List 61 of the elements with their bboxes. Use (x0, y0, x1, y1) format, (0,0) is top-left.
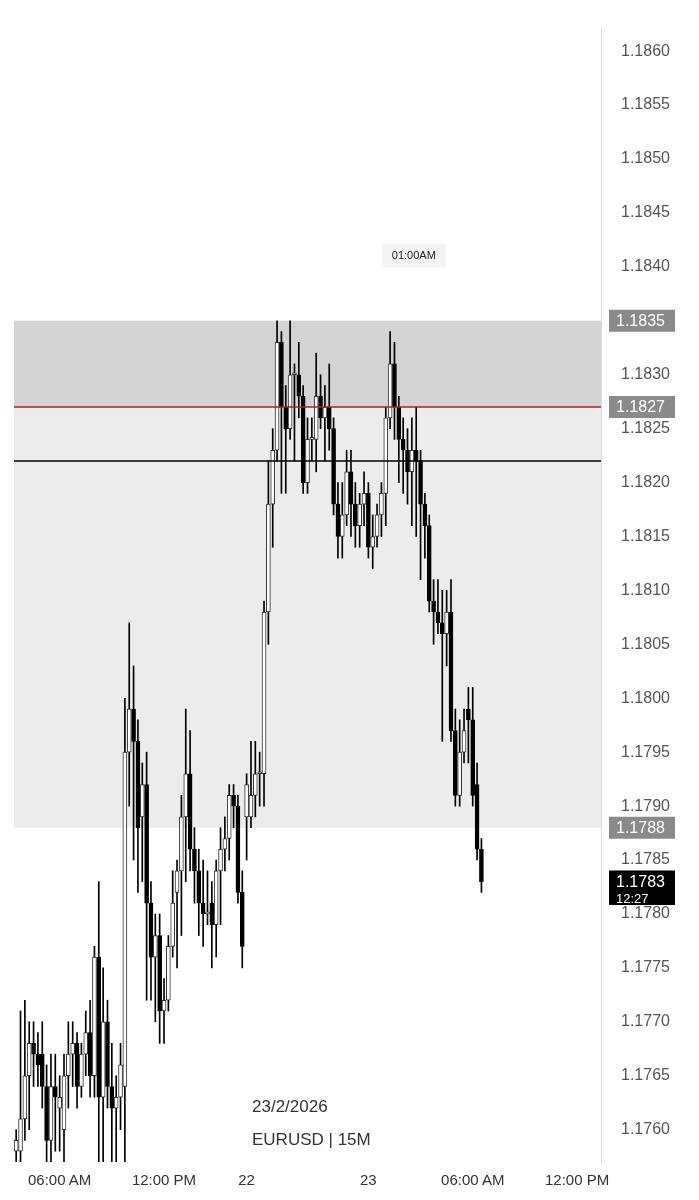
y-tick-label: 1.1830 (621, 365, 671, 383)
y-tick-label: 1.1820 (621, 472, 671, 490)
y-tick-label: 1.1760 (621, 1120, 671, 1138)
x-tick-label: 06:00 AM (441, 1171, 505, 1189)
annotation: 23/2/2026 (252, 1097, 328, 1117)
y-tick-label: 1.1815 (621, 526, 671, 544)
candlestick (92, 945, 97, 1098)
y-tick-label: 1.1765 (621, 1066, 671, 1084)
text: 1.1783 (616, 873, 666, 890)
candlestick (105, 999, 110, 1109)
ref-line-label: 1.1827 (616, 398, 666, 416)
candlestick (113, 1075, 119, 1162)
y-tick-label: 1.1790 (621, 796, 671, 814)
y-tick-label: 1.1795 (621, 742, 671, 760)
band-label: 1.1835 (616, 312, 666, 330)
candlestick (318, 374, 323, 429)
band-label: 1.1788 (616, 819, 666, 837)
candlestick (218, 827, 223, 926)
y-tick-label: 1.1855 (621, 95, 671, 113)
annotation: EURUSD | 15M (252, 1129, 371, 1149)
x-tick-label: 12:00 PM (131, 1171, 197, 1189)
text: 12:27 (616, 891, 649, 907)
candlestick (244, 773, 249, 861)
y-tick-label: 1.1840 (621, 257, 671, 275)
candlestick (31, 1021, 36, 1087)
candlestick (431, 579, 436, 645)
x-tick-label: 12:00 PM (544, 1171, 610, 1189)
candlestick (157, 913, 162, 1044)
y-tick-label: 1.1845 (621, 203, 671, 221)
candlestick (392, 342, 397, 440)
y-tick-label: 1.1810 (621, 580, 671, 598)
y-tick-label: 1.1860 (621, 41, 671, 59)
candlestick (466, 687, 471, 764)
candlestick (131, 665, 136, 861)
y-tick-label: 1.1775 (621, 958, 671, 976)
candlestick (144, 751, 149, 1001)
candlestick (57, 1075, 62, 1152)
y-tick-label: 1.1825 (621, 419, 671, 437)
y-tick-label: 1.1805 (621, 634, 671, 652)
candlestick (79, 1043, 84, 1098)
candlestick (366, 482, 371, 559)
candlestick (52, 1053, 58, 1152)
y-tick-label: 1.1850 (621, 149, 671, 167)
annotation: 01:00AM (391, 248, 436, 261)
candlestick (192, 827, 197, 904)
y-tick-label: 1.1785 (621, 850, 671, 868)
candlestick (379, 482, 384, 537)
y-tick-label: 1.1800 (621, 688, 671, 706)
candlestick (44, 1064, 49, 1162)
candlestick (70, 1021, 76, 1087)
x-tick-label: 22 (238, 1171, 255, 1189)
x-tick-label: 06:00 AM (27, 1171, 92, 1189)
candlestick (66, 1021, 71, 1109)
candlestick (453, 708, 458, 807)
candlestick (18, 1010, 23, 1162)
candlestick (479, 838, 484, 893)
candlestick (231, 784, 236, 828)
y-tick-label: 1.1780 (621, 904, 671, 922)
candlestick (166, 935, 171, 1012)
x-tick-label: 23 (360, 1171, 377, 1189)
y-tick-label: 1.1770 (621, 1012, 671, 1030)
